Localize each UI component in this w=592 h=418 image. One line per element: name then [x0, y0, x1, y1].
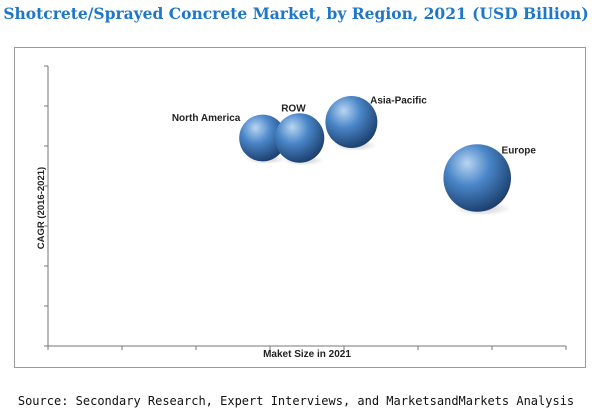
bubble-north-america — [239, 114, 286, 162]
bubble-label-asia-pacific: Asia-Pacific — [370, 95, 427, 106]
bubble-labels: North America ROW Asia-Pacific Europe — [172, 95, 537, 156]
bubble-label-north-america: North America — [172, 113, 241, 124]
bubble-label-europe: Europe — [502, 146, 537, 157]
axes — [44, 65, 567, 350]
x-axis-label: Maket Size in 2021 — [263, 349, 351, 360]
y-axis-label: CAGR (2016-2021) — [36, 167, 47, 249]
chart-title: Shotcrete/Sprayed Concrete Market, by Re… — [3, 4, 589, 23]
bubble-europe — [443, 144, 512, 212]
source-note: Source: Secondary Research, Expert Inter… — [17, 394, 575, 408]
bubble-asia-pacific — [325, 96, 378, 148]
bubble-row — [274, 113, 325, 163]
bubbles — [239, 96, 512, 216]
bubble-label-row: ROW — [281, 103, 306, 114]
